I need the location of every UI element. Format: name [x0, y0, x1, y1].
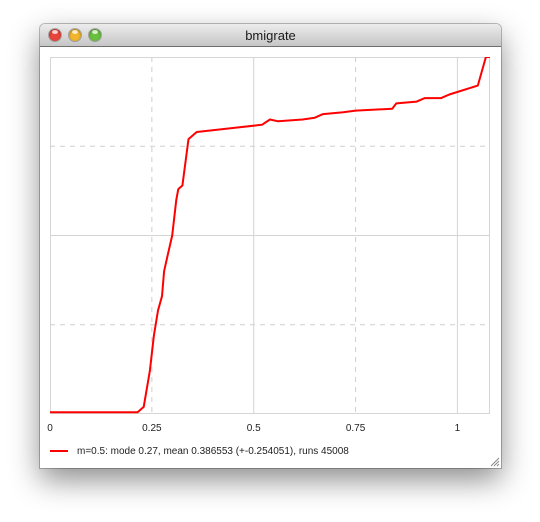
x-tick-label: 1 — [454, 423, 461, 434]
close-button[interactable] — [49, 29, 61, 41]
x-tick-label: 0 — [47, 423, 53, 434]
x-tick-label: 0.5 — [246, 423, 261, 434]
minimize-button[interactable] — [69, 29, 81, 41]
title-bar[interactable]: bmigrate — [40, 24, 501, 47]
app-window: bmigrate 0 0.25 0.5 0.75 1 m=0.5: mode 0.27,… — [40, 24, 501, 468]
resize-grip-icon[interactable] — [488, 455, 500, 467]
legend-swatch — [50, 450, 68, 452]
legend-label: m=0.5: mode 0.27, mean 0.386553 (+-0.254… — [77, 445, 349, 457]
window-title: bmigrate — [245, 28, 296, 43]
x-tick-label: 0.75 — [345, 423, 366, 434]
x-tick-label: 0.25 — [142, 423, 162, 434]
line-chart — [50, 57, 490, 414]
chart-legend: m=0.5: mode 0.27, mean 0.386553 (+-0.254… — [50, 444, 349, 458]
series-line — [50, 57, 490, 414]
zoom-button[interactable] — [89, 29, 101, 41]
